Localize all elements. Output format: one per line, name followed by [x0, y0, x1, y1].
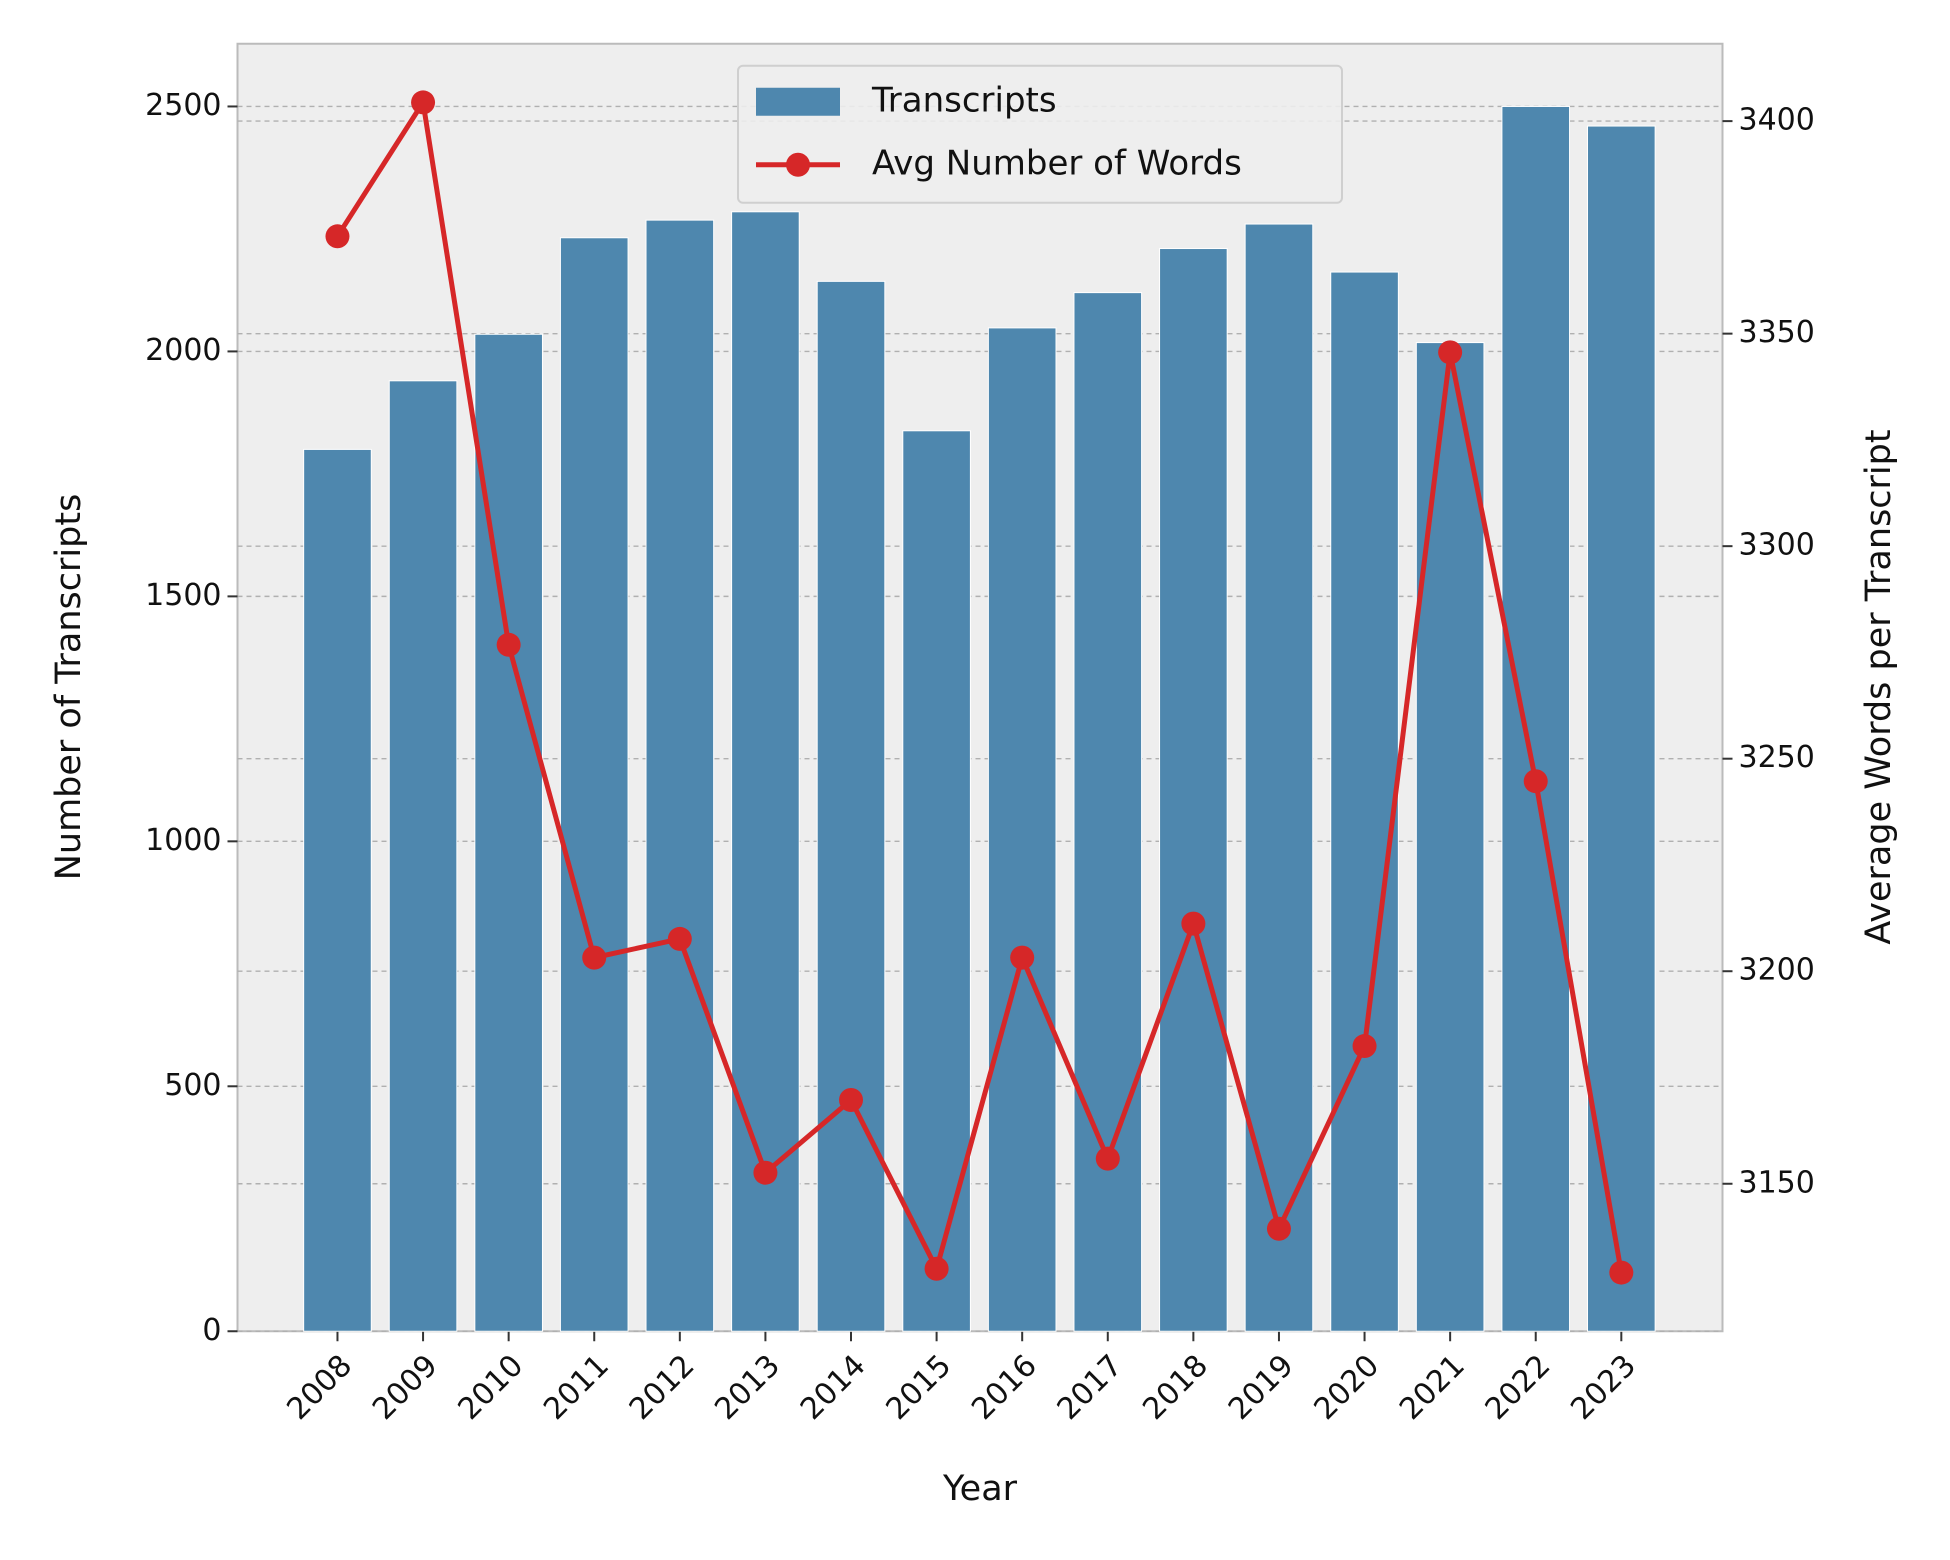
line-point	[667, 926, 692, 951]
bar	[1244, 223, 1314, 1332]
line-point	[1352, 1034, 1377, 1059]
y-axis-label: Number of Transcripts	[49, 494, 89, 881]
y-tick-label: 500	[164, 1068, 221, 1103]
y-tick-label: 0	[202, 1313, 221, 1348]
bar	[1330, 271, 1399, 1332]
legend-label: Transcripts	[871, 80, 1057, 120]
bar	[816, 280, 886, 1332]
bar	[731, 211, 800, 1332]
line-point	[1095, 1146, 1120, 1171]
plot-area	[236, 42, 1724, 1333]
y2-axis-label: Average Words per Transcript	[1859, 429, 1899, 944]
bar	[388, 380, 458, 1332]
line-point	[325, 224, 350, 249]
line-point	[753, 1160, 778, 1185]
bar	[1159, 248, 1228, 1332]
x-tick-label: 2013	[708, 1348, 787, 1427]
line-point	[496, 632, 521, 657]
y2-tick-label: 3300	[1739, 528, 1815, 563]
bar	[645, 219, 715, 1332]
x-tick-label: 2018	[1136, 1348, 1215, 1427]
line-point	[1010, 945, 1035, 970]
y2-tick-label: 3350	[1739, 315, 1815, 350]
y2-tick-label: 3250	[1739, 740, 1815, 775]
legend-label: Avg Number of Words	[872, 143, 1242, 183]
x-tick-label: 2014	[794, 1348, 873, 1427]
x-tick-label: 2016	[965, 1348, 1044, 1427]
bar	[559, 237, 629, 1332]
x-tick-label: 2022	[1479, 1348, 1558, 1427]
y-tick-label: 1500	[145, 578, 221, 613]
x-tick-label: 2012	[623, 1348, 702, 1427]
x-tick-label: 2020	[1307, 1348, 1386, 1427]
y-tick-label: 2500	[145, 88, 221, 123]
line-point	[1266, 1216, 1291, 1241]
line-point	[1438, 340, 1463, 365]
line-point	[1181, 911, 1206, 936]
x-tick-label: 2015	[880, 1348, 959, 1427]
bar	[1501, 105, 1571, 1332]
x-tick-label: 2019	[1222, 1348, 1301, 1427]
legend-swatch	[786, 152, 810, 177]
x-axis-label: Year	[942, 1469, 1018, 1509]
y-tick-label: 2000	[145, 333, 221, 368]
y-tick-label: 1000	[145, 823, 221, 858]
line-point	[411, 90, 436, 115]
bar	[987, 327, 1057, 1332]
x-tick-label: 2023	[1564, 1348, 1643, 1427]
bar	[1415, 342, 1485, 1332]
line-point	[924, 1256, 949, 1281]
x-tick-label: 2009	[366, 1348, 445, 1427]
legend-swatch	[756, 87, 840, 116]
x-tick-label: 2008	[280, 1348, 359, 1427]
x-tick-label: 2021	[1393, 1348, 1472, 1427]
y2-tick-label: 3400	[1739, 103, 1815, 138]
y2-tick-label: 3200	[1739, 953, 1815, 988]
bar	[902, 430, 971, 1332]
legend-box	[737, 64, 1343, 204]
x-tick-label: 2017	[1051, 1348, 1130, 1427]
line-point	[839, 1088, 864, 1113]
line-point	[582, 945, 607, 970]
x-tick-label: 2011	[537, 1348, 616, 1427]
x-tick-label: 2010	[452, 1348, 531, 1427]
bar	[303, 448, 372, 1332]
y2-tick-label: 3150	[1739, 1165, 1815, 1200]
line-point	[1523, 769, 1548, 794]
bar	[1073, 292, 1143, 1332]
line	[335, 95, 1624, 1276]
line-point	[1609, 1260, 1634, 1285]
